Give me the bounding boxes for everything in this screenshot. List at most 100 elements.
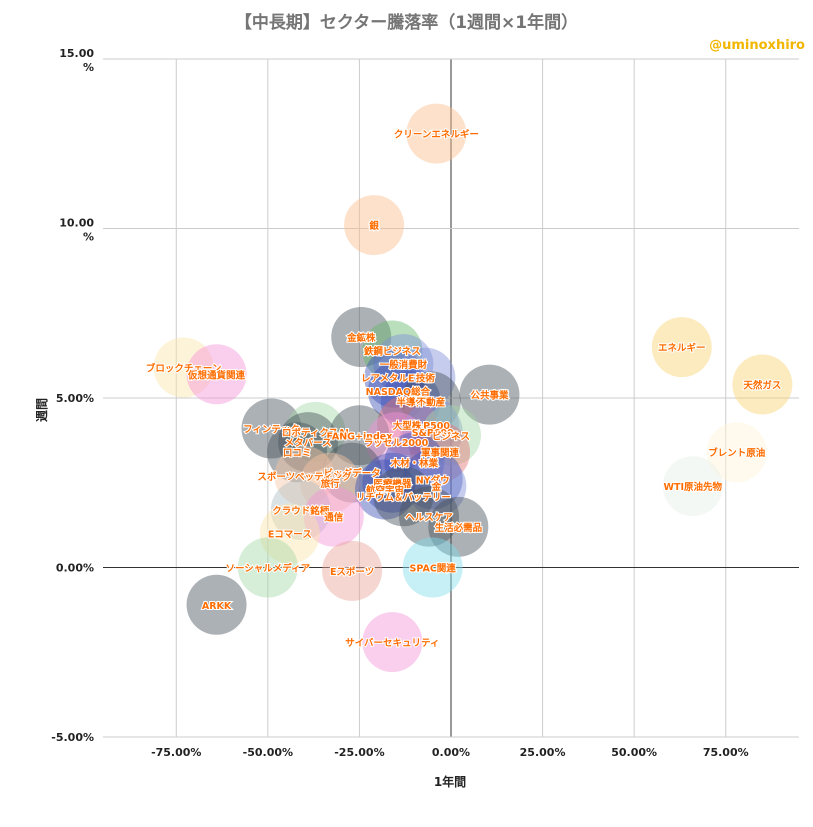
data-label: 仮想通貨関連 (187, 369, 246, 381)
bubble-point (362, 612, 423, 673)
bubble-point (367, 361, 428, 422)
bubble-point (406, 103, 467, 164)
bubble-point (285, 401, 346, 462)
x-tick-label: 50.00% (611, 746, 657, 759)
data-label: レアメタルETF (361, 373, 427, 385)
x-tick-label: 0.00% (432, 746, 470, 759)
bubble-point (373, 466, 434, 527)
bubble-point (278, 412, 339, 473)
y-tick-label: -5.00% (51, 731, 94, 744)
x-axis-label: 1年間 (434, 774, 466, 789)
bubble-point (355, 459, 416, 520)
bubble-point (344, 195, 405, 256)
data-label: SPAC関連 (410, 563, 457, 575)
data-label: ブレント原油 (708, 447, 765, 459)
data-label: WTI原油先物 (664, 481, 723, 493)
data-label: 通信 (324, 512, 344, 524)
y-tick-label: 15.00% (59, 47, 94, 74)
bubble-point (421, 405, 481, 466)
data-label: 一般消費財 (380, 359, 428, 371)
bubble-point (459, 364, 520, 425)
bubble-point (241, 398, 302, 459)
bubble-point (395, 347, 456, 408)
bubble-point (364, 347, 425, 408)
bubble-layer (153, 103, 793, 673)
bubble-point (406, 456, 467, 517)
data-label: FANG+index (326, 431, 392, 442)
bubble-point (331, 306, 392, 367)
bubble-point (402, 449, 463, 510)
data-label: ソーシャルメディア (226, 563, 311, 575)
bubble-point (237, 537, 298, 598)
data-label: 生活必需品 (435, 522, 483, 534)
data-label: スポーツベッティング (257, 471, 352, 483)
bubble-point (373, 334, 434, 395)
bubble-point (651, 317, 712, 378)
data-label: ビジネス (432, 430, 470, 442)
x-tick-label: -75.00% (151, 746, 201, 759)
bubble-point (186, 344, 247, 405)
bubble-point (662, 456, 723, 517)
bubble-point (399, 395, 460, 456)
bubble-point (402, 401, 463, 462)
watermark-text: @uminoxhiro (709, 38, 805, 53)
bubble-point (732, 354, 793, 415)
bubble-point (270, 479, 331, 540)
bubble-point (322, 442, 383, 503)
y-tick-label: 0.00% (56, 562, 94, 575)
y-tick-label: 10.00% (59, 217, 94, 244)
data-label: 天然ガス (743, 379, 781, 391)
bubble-point (377, 395, 438, 456)
data-label: サイバーセキュリティ (345, 637, 439, 649)
axis-layer: -75.00% -50.00% -25.00% 0.00% 25.00% 50.00% 75… (51, 47, 748, 759)
x-tick-label: -50.00% (243, 746, 293, 759)
data-label: 軍事関連 (421, 447, 460, 459)
grid-layer (103, 58, 799, 738)
data-label: 技術 (416, 373, 436, 385)
data-label: 金鉱株 (346, 332, 376, 344)
data-label: 不動産 (417, 396, 446, 408)
data-label: 鉄鋼ビジネス (364, 346, 421, 358)
data-label: 医療機器 (373, 478, 412, 490)
bubble-point (428, 496, 489, 557)
bubble-point (362, 452, 423, 513)
data-label: フィンテック (243, 425, 300, 436)
data-label: ビッグデータ (324, 468, 381, 480)
x-tick-label: -25.00% (334, 746, 384, 759)
bubble-point (153, 337, 214, 398)
data-label: ARKK (202, 601, 232, 612)
data-label: ロボティクスAI (282, 427, 349, 439)
data-label: 銀 (369, 220, 379, 232)
data-label: NASDAQ総合 (366, 386, 431, 398)
data-label: 航空宇宙 (366, 485, 404, 497)
bubble-point (259, 503, 320, 564)
data-label: クラウド銘柄 (272, 505, 330, 517)
data-label: ヘルスケア (405, 513, 453, 524)
chart-title: 【中長期】セクター騰落率（1週間×1年間） (234, 13, 579, 33)
label-layer: クリーンエネルギー銀金鉱株鉄鋼ビジネス一般消費財レアメタルETF技術NASDAQ… (145, 128, 783, 651)
bubble-point (322, 540, 383, 601)
y-axis-label: 週間 (34, 398, 49, 422)
bubble-point (300, 452, 361, 513)
x-tick-label: 75.00% (703, 746, 749, 759)
data-label: Eスポーツ (330, 566, 374, 578)
data-label: 金 (431, 481, 442, 493)
bubble-point (366, 412, 427, 473)
data-label: S&P600 (412, 428, 454, 439)
data-label: NYダウ (416, 474, 450, 486)
bubble-point (402, 537, 463, 598)
bubble-point (380, 371, 441, 432)
data-label: リチウム＆バッテリー (356, 491, 451, 503)
data-label: ブロックチェーン (146, 362, 222, 374)
bubble-point (267, 422, 328, 483)
bubble-point (274, 445, 335, 506)
bubble-point (186, 574, 247, 635)
data-label: クリーンエネルギー (394, 129, 479, 141)
bubble-point (303, 486, 364, 547)
data-label: S&P500 (408, 421, 450, 432)
bubble-point (399, 486, 460, 547)
bubble-point (362, 320, 423, 381)
data-label: 半導体 (396, 396, 425, 408)
